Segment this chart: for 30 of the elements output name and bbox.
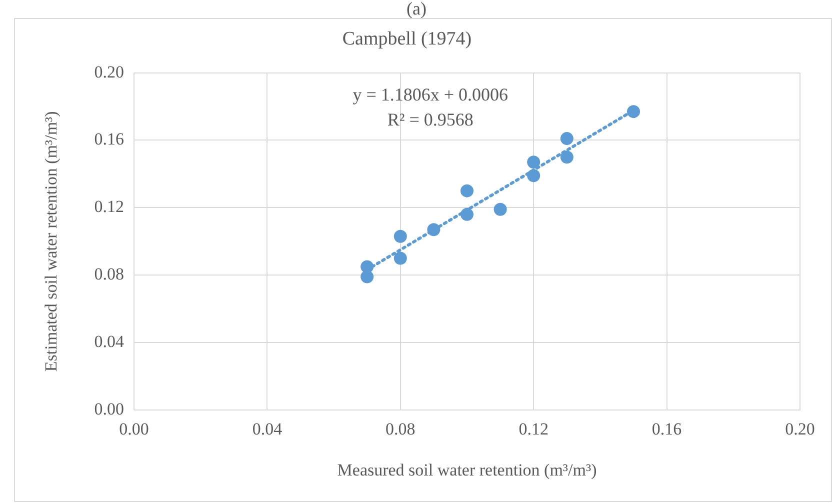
x-tick-label: 0.16	[652, 420, 682, 439]
chart-title: Campbell (1974)	[342, 28, 472, 50]
y-tick-label: 0.20	[94, 62, 124, 82]
y-tick-label: 0.12	[94, 197, 124, 216]
point	[427, 223, 440, 236]
point	[394, 230, 407, 243]
point	[460, 184, 474, 198]
y-tick-label: 0.16	[94, 130, 124, 149]
annotation: y = 1.1806x + 0.0006	[352, 84, 508, 105]
text: (a)	[406, 0, 426, 19]
x-axis-title: Measured soil water retention (m³/m³)	[337, 460, 597, 480]
y-tick-label: 0.04	[94, 332, 124, 352]
point	[527, 156, 540, 169]
point	[527, 169, 540, 182]
point	[460, 208, 474, 221]
x-tick-label: 0.12	[518, 420, 548, 439]
y-axis-title: Estimated soil water retention (m³/m³)	[42, 111, 61, 372]
point	[560, 150, 574, 164]
point	[560, 132, 574, 146]
y-tick-label: 0.08	[94, 264, 124, 284]
x-tick-label: 0.04	[252, 420, 283, 439]
point	[627, 105, 640, 118]
annotation: R² = 0.9568	[387, 110, 474, 130]
point	[494, 202, 507, 216]
point	[360, 270, 374, 284]
x-tick-label: 0.00	[119, 420, 149, 439]
x-tick-label: 0.20	[785, 420, 815, 439]
y-tick-label: 0.00	[94, 399, 124, 418]
x-tick-label: 0.08	[386, 420, 416, 439]
point	[394, 252, 407, 265]
